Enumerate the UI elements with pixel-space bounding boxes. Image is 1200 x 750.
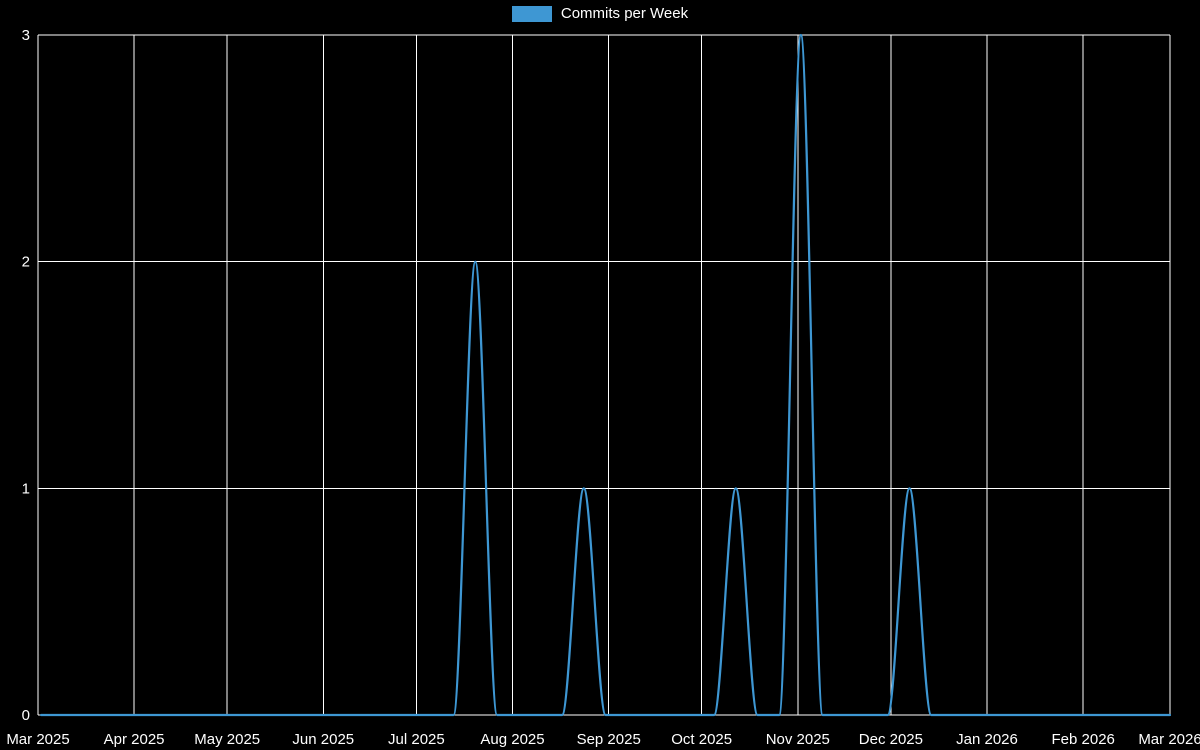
legend-swatch [511,6,552,22]
x-tick-label: Sep 2025 [577,731,641,748]
legend-label: Commits per Week [560,5,689,22]
legend: Commits per Week [0,6,1200,22]
x-tick-label: Mar 2026 [1138,731,1200,748]
x-tick-label: Jul 2025 [388,731,445,748]
x-tick-label: Nov 2025 [766,731,830,748]
x-tick-label: Oct 2025 [671,731,732,748]
x-tick-label: May 2025 [194,731,260,748]
x-tick-label: Dec 2025 [859,731,923,748]
x-tick-label: Mar 2025 [6,731,69,748]
x-tick-label: Aug 2025 [480,731,544,748]
series-line [40,33,1172,717]
y-tick-label: 0 [22,707,30,724]
x-tick-label: Feb 2026 [1052,731,1115,748]
x-tick-label: Apr 2025 [104,731,165,748]
x-tick-label: Jun 2025 [292,731,354,748]
y-tick-label: 1 [22,480,30,497]
x-tick-label: Jan 2026 [956,731,1018,748]
y-tick-label: 3 [22,27,30,44]
y-tick-label: 2 [22,254,30,271]
